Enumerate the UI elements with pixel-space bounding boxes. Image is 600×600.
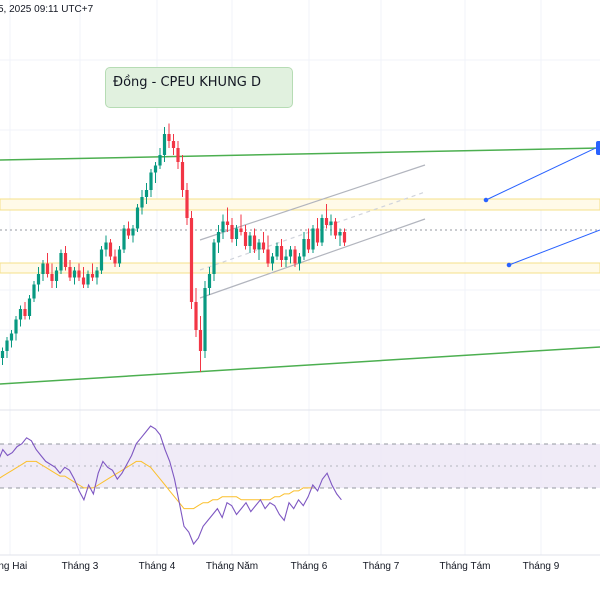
time-axis-label: Tháng Tám [440, 561, 491, 572]
time-axis-label: Tháng 9 [523, 561, 560, 572]
candle-body [90, 274, 95, 278]
candle-body [126, 228, 131, 236]
candle-body [284, 256, 288, 260]
candle-body [122, 228, 126, 250]
candle-body [198, 330, 203, 351]
candlestick-series [0, 123, 347, 372]
candle-body [306, 239, 311, 250]
candle-body [9, 333, 14, 341]
candle-body [117, 249, 122, 264]
time-axis-label: Tháng 4 [139, 561, 176, 572]
candle-body [149, 172, 153, 190]
candle-body [176, 148, 180, 162]
candle-body [77, 270, 81, 278]
candle-body [144, 190, 149, 197]
candle-body [50, 274, 54, 281]
rsi-line [0, 425, 342, 546]
candle-body [221, 221, 225, 232]
candle-body [302, 239, 306, 257]
candle-body [261, 242, 266, 250]
candle-body [315, 228, 320, 243]
time-axis-label: Tháng Năm [206, 561, 258, 572]
candle-body [203, 288, 207, 351]
time-axis-label: Tháng 3 [62, 561, 99, 572]
candle-body [140, 197, 144, 208]
candle-body [324, 218, 329, 225]
candle-body [158, 155, 162, 166]
candle-body [288, 249, 293, 257]
candle-body [167, 134, 171, 141]
candle-body [131, 228, 135, 236]
candle-body [0, 351, 5, 358]
candle-body [18, 309, 23, 320]
candle-body [59, 253, 63, 271]
candle-body [338, 232, 342, 236]
candle-body [135, 207, 140, 229]
candle-body [95, 270, 99, 278]
candle-body [342, 232, 347, 243]
resistance-zone[interactable] [0, 198, 600, 211]
candle-body [171, 141, 176, 148]
candle-body [243, 232, 248, 246]
candle-body [279, 246, 284, 260]
time-axis-label: Tháng 7 [363, 561, 400, 572]
candle-body [72, 270, 77, 278]
candle-body [329, 221, 333, 225]
candle-body [216, 232, 221, 243]
candle-body [45, 263, 50, 274]
candle-body [68, 267, 72, 278]
candle-body [293, 249, 297, 264]
projection-lines[interactable] [483, 145, 600, 268]
candle-body [14, 319, 18, 334]
candle-body [239, 228, 243, 232]
candle-body [108, 242, 113, 257]
upper-trendline[interactable] [0, 147, 600, 161]
candle-body [252, 235, 257, 250]
candle-body [311, 228, 315, 250]
ascending-channel[interactable] [199, 164, 426, 299]
candle-body [189, 218, 194, 302]
time-axis: áng Hai Tháng 3 Tháng 4 Tháng Năm Tháng 6 Thá… [0, 561, 560, 572]
candle-body [234, 228, 239, 239]
chart-note[interactable]: Đồng - CPEU KHUNG D [105, 67, 293, 108]
candle-body [162, 134, 167, 155]
candle-body [194, 302, 198, 330]
candle-body [104, 242, 108, 250]
chart-timestamp: 5, 2025 09:11 UTC+7 [0, 4, 94, 15]
candle-body [257, 242, 261, 250]
candle-body [99, 249, 104, 271]
candle-body [230, 225, 234, 239]
candle-body [185, 190, 189, 218]
candle-body [225, 221, 230, 225]
candle-body [27, 298, 32, 316]
candle-body [333, 221, 338, 236]
candle-body [297, 256, 302, 264]
candle-body [54, 270, 59, 281]
candle-body [270, 256, 275, 264]
candle-body [207, 274, 212, 288]
time-axis-label: Tháng 6 [291, 561, 328, 572]
candle-body [248, 235, 252, 246]
candle-body [275, 246, 279, 257]
horizontal-gridlines [0, 59, 600, 331]
candle-body [23, 309, 27, 316]
candle-body [153, 165, 158, 173]
candle-body [212, 242, 216, 274]
candle-body [266, 249, 270, 264]
candle-body [81, 277, 86, 285]
trendline-handle[interactable] [596, 141, 600, 155]
candle-body [320, 218, 324, 243]
candle-body [41, 263, 45, 274]
candle-body [180, 162, 185, 190]
lower-trendline[interactable] [0, 346, 600, 385]
chart-note-text: Đồng - CPEU KHUNG D [113, 75, 262, 90]
candle-body [63, 253, 68, 267]
time-axis-label: áng Hai [0, 561, 27, 572]
candle-body [113, 256, 117, 264]
candle-body [32, 284, 36, 299]
candle-body [86, 274, 90, 285]
candle-body [36, 274, 41, 285]
candle-body [5, 340, 9, 351]
